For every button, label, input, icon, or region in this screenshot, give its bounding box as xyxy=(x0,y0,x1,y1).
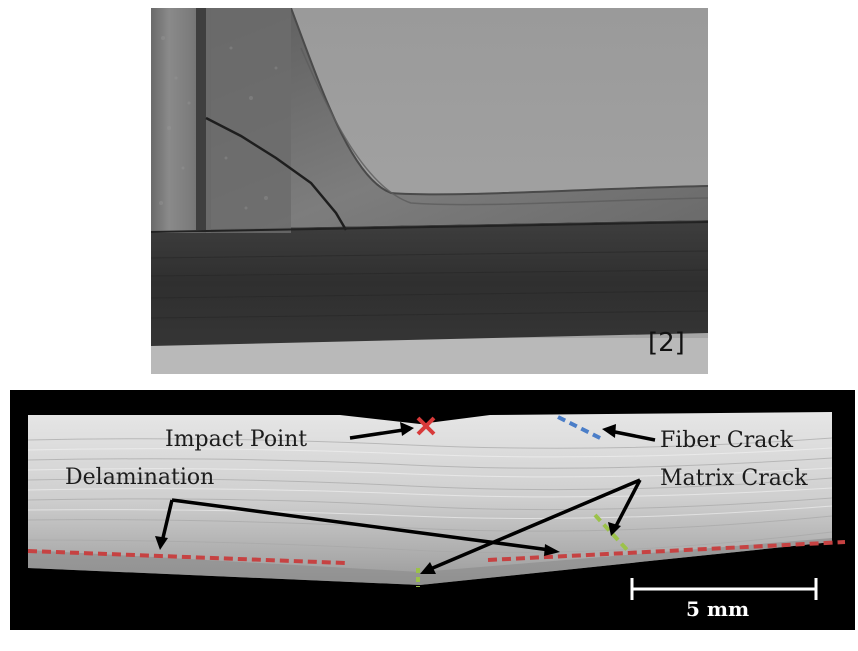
ct-scan-image: Impact Point Fiber Crack Delamination Ma… xyxy=(10,390,855,630)
fiber-crack-marker xyxy=(557,415,603,441)
delamination-arrow-right xyxy=(171,498,551,552)
matrix-crack-arrow-center xyxy=(427,478,641,572)
impact-point-label: Impact Point xyxy=(165,427,307,452)
specimen-photograph xyxy=(151,8,708,374)
delamination-line-right xyxy=(487,540,846,562)
impact-point-marker xyxy=(416,416,436,436)
matrix-crack-arrow-right xyxy=(613,479,642,529)
matrix-crack-marker-right xyxy=(593,513,632,555)
matrix-crack-label: Matrix Crack xyxy=(660,466,808,491)
scale-bar-label: 5 mm xyxy=(686,597,749,621)
scale-bar xyxy=(630,578,818,600)
impact-point-arrow xyxy=(349,427,411,440)
reference-label: [2] xyxy=(648,328,685,358)
delamination-line-left xyxy=(27,549,346,565)
delamination-arrow-left xyxy=(160,499,174,543)
base-plate xyxy=(151,220,708,346)
fillet-crack xyxy=(205,116,348,231)
delamination-label: Delamination xyxy=(65,465,214,490)
laminate-specimen xyxy=(28,412,832,585)
fiber-crack-label: Fiber Crack xyxy=(660,428,794,453)
fiber-crack-arrow xyxy=(609,429,656,442)
